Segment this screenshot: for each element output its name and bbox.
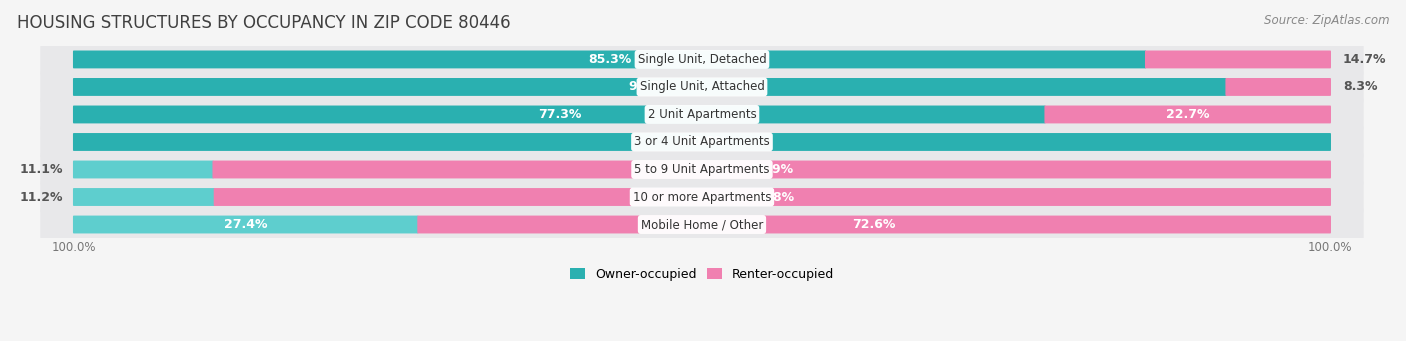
Text: Source: ZipAtlas.com: Source: ZipAtlas.com — [1264, 14, 1389, 27]
FancyBboxPatch shape — [73, 161, 214, 178]
Text: 22.7%: 22.7% — [1166, 108, 1209, 121]
FancyBboxPatch shape — [418, 216, 1331, 234]
FancyBboxPatch shape — [41, 71, 1364, 103]
FancyBboxPatch shape — [73, 216, 419, 234]
FancyBboxPatch shape — [73, 133, 1331, 151]
FancyBboxPatch shape — [1045, 105, 1331, 123]
Text: 88.9%: 88.9% — [751, 163, 793, 176]
Text: 10 or more Apartments: 10 or more Apartments — [633, 191, 772, 204]
Legend: Owner-occupied, Renter-occupied: Owner-occupied, Renter-occupied — [565, 263, 839, 286]
FancyBboxPatch shape — [1226, 78, 1331, 96]
Text: 14.7%: 14.7% — [1343, 53, 1386, 66]
Text: 3 or 4 Unit Apartments: 3 or 4 Unit Apartments — [634, 135, 770, 148]
FancyBboxPatch shape — [214, 188, 1331, 206]
Text: 2 Unit Apartments: 2 Unit Apartments — [648, 108, 756, 121]
Text: Single Unit, Attached: Single Unit, Attached — [640, 80, 765, 93]
Text: 91.7%: 91.7% — [628, 80, 672, 93]
Text: 11.2%: 11.2% — [20, 191, 63, 204]
Text: HOUSING STRUCTURES BY OCCUPANCY IN ZIP CODE 80446: HOUSING STRUCTURES BY OCCUPANCY IN ZIP C… — [17, 14, 510, 32]
Text: 85.3%: 85.3% — [588, 53, 631, 66]
Text: 11.1%: 11.1% — [20, 163, 63, 176]
FancyBboxPatch shape — [41, 153, 1364, 186]
Text: 5 to 9 Unit Apartments: 5 to 9 Unit Apartments — [634, 163, 769, 176]
Text: 72.6%: 72.6% — [852, 218, 896, 231]
FancyBboxPatch shape — [1144, 50, 1331, 69]
FancyBboxPatch shape — [41, 43, 1364, 76]
Text: 88.8%: 88.8% — [751, 191, 794, 204]
Text: 8.3%: 8.3% — [1343, 80, 1378, 93]
FancyBboxPatch shape — [41, 208, 1364, 241]
FancyBboxPatch shape — [73, 78, 1226, 96]
FancyBboxPatch shape — [73, 105, 1046, 123]
FancyBboxPatch shape — [41, 98, 1364, 131]
FancyBboxPatch shape — [212, 161, 1331, 178]
Text: 77.3%: 77.3% — [537, 108, 581, 121]
Text: Mobile Home / Other: Mobile Home / Other — [641, 218, 763, 231]
Text: 100.0%: 100.0% — [676, 135, 728, 148]
Text: 27.4%: 27.4% — [224, 218, 267, 231]
FancyBboxPatch shape — [41, 125, 1364, 159]
FancyBboxPatch shape — [73, 188, 215, 206]
FancyBboxPatch shape — [73, 50, 1146, 69]
Text: Single Unit, Detached: Single Unit, Detached — [637, 53, 766, 66]
FancyBboxPatch shape — [41, 180, 1364, 213]
